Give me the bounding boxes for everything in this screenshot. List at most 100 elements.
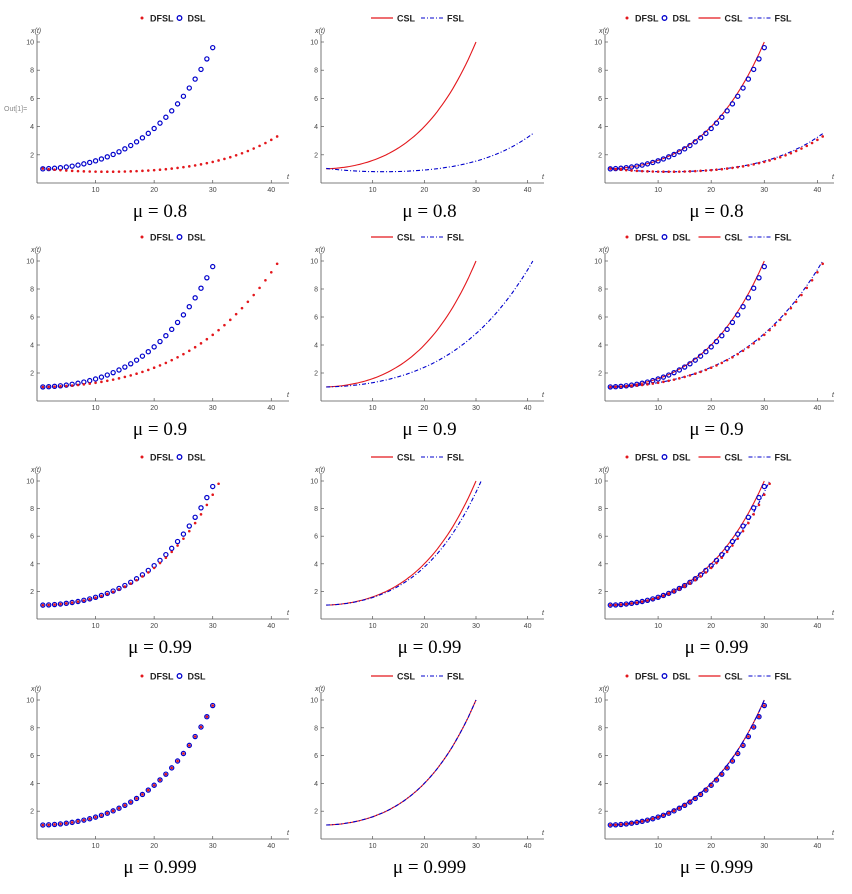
dsl-point bbox=[612, 602, 619, 608]
dfsl-point bbox=[193, 735, 197, 738]
dsl-point bbox=[745, 295, 752, 301]
dsl-point bbox=[110, 588, 116, 594]
x-axis-label: t bbox=[287, 610, 290, 617]
dsl-point bbox=[157, 338, 163, 345]
dfsl-point bbox=[619, 603, 623, 606]
dsl-point bbox=[666, 810, 672, 816]
y-tick-label: 6 bbox=[30, 315, 34, 322]
dsl-point bbox=[623, 601, 629, 607]
series-csl-line bbox=[610, 260, 765, 388]
x-tick-label: 40 bbox=[813, 187, 821, 194]
dfsl-point bbox=[70, 601, 74, 604]
dfsl-point bbox=[117, 377, 121, 380]
dfsl-point bbox=[715, 778, 718, 782]
dsl-point bbox=[650, 159, 656, 166]
mu-caption: μ = 0.99 bbox=[685, 637, 749, 658]
x-tick-label: 40 bbox=[267, 843, 275, 850]
x-tick-label: 30 bbox=[760, 187, 768, 194]
panel-discrete-row3: 10 20 30 40 2 4 6 8 10 x(t) t DFSL DSL μ = 0.99 bbox=[26, 453, 290, 659]
dfsl-point bbox=[672, 170, 676, 173]
dfsl-point bbox=[752, 725, 755, 729]
dfsl-point bbox=[223, 157, 226, 161]
dsl-point bbox=[623, 821, 629, 827]
dsl-point bbox=[46, 822, 52, 828]
y-tick-label: 10 bbox=[594, 479, 602, 486]
dfsl-point bbox=[709, 366, 713, 370]
series-dsl-points bbox=[40, 702, 216, 828]
dfsl-point bbox=[123, 170, 127, 173]
y-tick-label: 4 bbox=[314, 781, 318, 788]
y-tick-label: 8 bbox=[30, 725, 34, 732]
dfsl-point bbox=[252, 293, 256, 297]
legend: DFSL DSL bbox=[140, 233, 207, 243]
dfsl-point bbox=[720, 167, 724, 171]
dfsl-point bbox=[275, 262, 279, 266]
dsl-point bbox=[671, 588, 677, 594]
dfsl-point bbox=[105, 592, 109, 596]
dsl-point bbox=[618, 601, 624, 608]
y-tick-label: 4 bbox=[598, 343, 602, 350]
dsl-point bbox=[735, 531, 741, 537]
dfsl-point bbox=[264, 141, 267, 145]
dfsl-point bbox=[667, 379, 671, 383]
dfsl-point bbox=[146, 571, 150, 574]
x-tick-label: 40 bbox=[267, 187, 275, 194]
dfsl-point bbox=[741, 165, 745, 168]
dsl-point bbox=[687, 361, 693, 367]
dfsl-point bbox=[76, 383, 80, 387]
x-tick-label: 10 bbox=[654, 843, 662, 850]
y-tick-label: 2 bbox=[30, 152, 34, 159]
dfsl-point bbox=[731, 759, 734, 763]
dfsl-point bbox=[789, 306, 793, 310]
dfsl-point bbox=[624, 822, 628, 826]
y-tick-label: 6 bbox=[598, 753, 602, 760]
x-tick-label: 30 bbox=[760, 623, 768, 630]
x-tick-label: 20 bbox=[707, 187, 715, 194]
dsl-point bbox=[63, 164, 69, 170]
series-csl-line bbox=[326, 699, 477, 826]
x-axis-label: t bbox=[832, 610, 835, 617]
dsl-point bbox=[139, 791, 146, 798]
y-tick-label: 2 bbox=[314, 809, 318, 816]
legend-label-dsl: DSL bbox=[188, 233, 207, 243]
x-tick-label: 30 bbox=[209, 623, 217, 630]
dsl-point bbox=[110, 151, 116, 158]
dsl-point bbox=[687, 799, 693, 805]
dsl-point bbox=[740, 742, 746, 749]
legend-label-csl: CSL bbox=[397, 672, 416, 682]
dfsl-point bbox=[747, 164, 750, 167]
dfsl-point bbox=[258, 144, 261, 148]
mu-caption: μ = 0.999 bbox=[123, 857, 196, 878]
legend: DFSL DSL bbox=[140, 14, 206, 24]
dfsl-point bbox=[41, 823, 45, 827]
dsl-point bbox=[145, 787, 151, 793]
legend-dfsl: DFSL bbox=[140, 14, 174, 24]
series-fsl-line bbox=[326, 480, 482, 606]
dsl-point bbox=[618, 821, 624, 828]
dsl-point bbox=[607, 822, 614, 828]
dsl-point bbox=[186, 303, 192, 310]
dsl-point bbox=[612, 165, 619, 172]
dfsl-point bbox=[129, 374, 133, 377]
legend-fsl: FSL bbox=[748, 233, 792, 243]
legend: CSL FSL bbox=[371, 672, 465, 682]
dfsl-point bbox=[619, 385, 623, 388]
dsl-point bbox=[116, 149, 122, 155]
dfsl-point bbox=[176, 166, 179, 170]
legend-dsl: DSL bbox=[176, 14, 206, 24]
dfsl-point bbox=[646, 170, 649, 173]
dsl-point bbox=[210, 483, 216, 490]
dfsl-point bbox=[752, 513, 755, 516]
dfsl-point bbox=[704, 788, 708, 792]
series-dfsl-points bbox=[41, 482, 220, 607]
dfsl-point bbox=[53, 823, 56, 826]
dfsl-point bbox=[199, 513, 203, 516]
dsl-point bbox=[169, 326, 175, 333]
dsl-point bbox=[69, 599, 75, 606]
y-tick-label: 10 bbox=[310, 40, 318, 47]
x-tick-label: 20 bbox=[150, 405, 158, 412]
dsl-point bbox=[729, 538, 736, 545]
y-tick-label: 2 bbox=[314, 371, 318, 378]
legend-label-fsl: FSL bbox=[447, 453, 465, 463]
dfsl-point bbox=[111, 170, 115, 173]
